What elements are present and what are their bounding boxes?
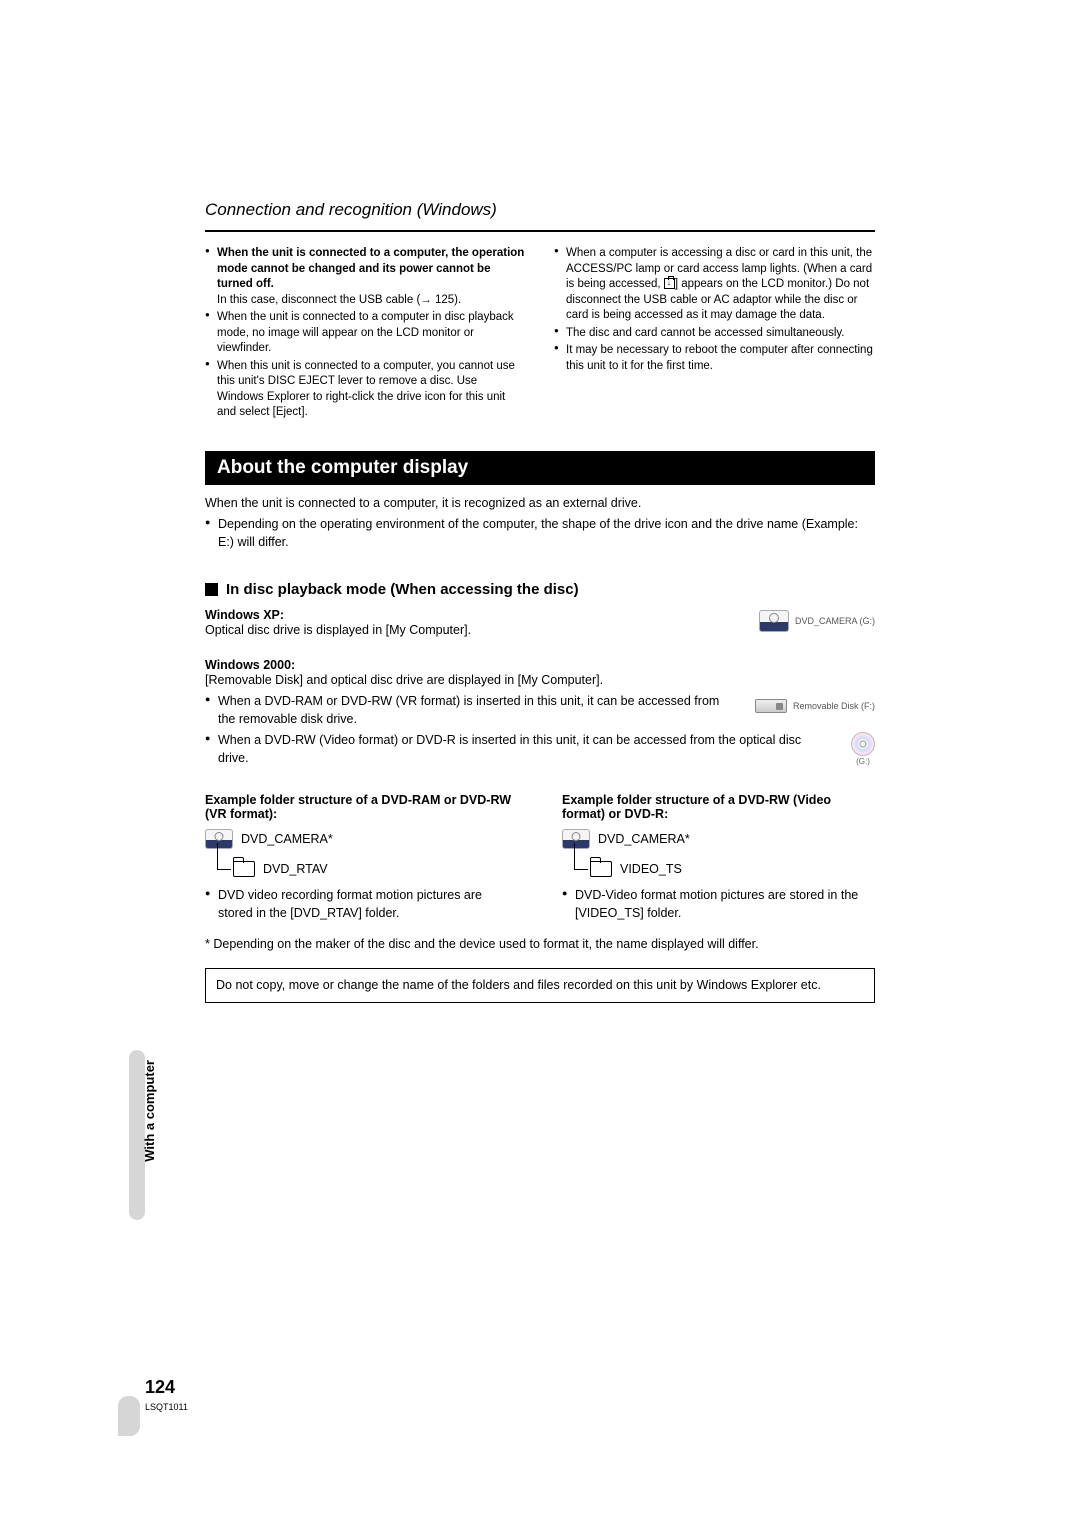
right-bullet-1: When a computer is accessing a disc or c…	[554, 246, 875, 324]
xp-label: Windows XP:	[205, 608, 739, 622]
page-number: 124	[145, 1377, 175, 1398]
top-two-columns: When the unit is connected to a computer…	[205, 246, 875, 423]
cd-icon	[851, 732, 875, 756]
example-1: Example folder structure of a DVD-RAM or…	[205, 793, 518, 922]
section-band: About the computer display	[205, 451, 875, 485]
left-bullet-1-sub: In this case, disconnect the USB cable	[217, 293, 526, 309]
footnote: * Depending on the maker of the disc and…	[205, 936, 875, 954]
w2k-bullet-2: When a DVD-RW (Video format) or DVD-R is…	[205, 732, 831, 767]
band-body-2: Depending on the operating environment o…	[205, 516, 875, 551]
w2k-label: Windows 2000:	[205, 658, 875, 672]
example-2-child-label: VIDEO_TS	[620, 862, 682, 876]
w2k-removable-graphic: Removable Disk (F:)	[755, 699, 875, 713]
example-2-title: Example folder structure of a DVD-RW (Vi…	[562, 793, 875, 821]
example-1-root: DVD_CAMERA*	[205, 829, 518, 849]
corner-tab	[118, 1396, 140, 1436]
subheading: In disc playback mode (When accessing th…	[205, 581, 875, 598]
band-body-1: When the unit is connected to a computer…	[205, 495, 875, 513]
example-1-bullet: DVD video recording format motion pictur…	[205, 887, 518, 922]
left-bullet-1: When the unit is connected to a computer…	[205, 246, 526, 308]
page-code: LSQT1011	[145, 1402, 188, 1412]
subheading-text: In disc playback mode (When accessing th…	[226, 581, 579, 598]
side-tab-text: With a computer	[142, 1060, 157, 1162]
folder-icon	[233, 861, 255, 877]
example-2: Example folder structure of a DVD-RW (Vi…	[562, 793, 875, 922]
right-bullet-3: It may be necessary to reboot the comput…	[554, 343, 875, 374]
examples-row: Example folder structure of a DVD-RAM or…	[205, 793, 875, 922]
left-bullet-1-bold: When the unit is connected to a computer…	[217, 247, 524, 290]
disc-drive-icon	[759, 610, 789, 632]
w2k-drive-label: Removable Disk (F:)	[793, 701, 875, 711]
left-column: When the unit is connected to a computer…	[205, 246, 526, 423]
windows-xp-block: Windows XP: Optical disc drive is displa…	[205, 604, 875, 644]
page: Connection and recognition (Windows) Whe…	[0, 0, 1080, 1063]
note-box: Do not copy, move or change the name of …	[205, 968, 875, 1004]
example-2-tree: DVD_CAMERA* VIDEO_TS	[562, 829, 875, 877]
xp-drive-label: DVD_CAMERA (G:)	[795, 616, 875, 626]
left-bullet-3: When this unit is connected to a compute…	[205, 359, 526, 421]
w2k-bullet-1: When a DVD-RAM or DVD-RW (VR format) is …	[205, 693, 735, 728]
xp-text: Optical disc drive is displayed in [My C…	[205, 622, 739, 640]
example-1-tree: DVD_CAMERA* DVD_RTAV	[205, 829, 518, 877]
xp-drive-graphic: DVD_CAMERA (G:)	[759, 610, 875, 632]
w2k-text1: [Removable Disk] and optical disc drive …	[205, 672, 875, 690]
example-1-child-label: DVD_RTAV	[263, 862, 328, 876]
example-2-bullet: DVD-Video format motion pictures are sto…	[562, 887, 875, 922]
example-2-root-label: DVD_CAMERA*	[598, 832, 690, 846]
right-column: When a computer is accessing a disc or c…	[554, 246, 875, 423]
left-bullet-list: When the unit is connected to a computer…	[205, 246, 526, 421]
windows-2000-block: Windows 2000: [Removable Disk] and optic…	[205, 658, 875, 772]
removable-disk-icon	[755, 699, 787, 713]
example-1-child: DVD_RTAV	[233, 851, 518, 877]
example-1-title: Example folder structure of a DVD-RAM or…	[205, 793, 518, 821]
section-title: Connection and recognition (Windows)	[205, 200, 875, 220]
example-1-root-label: DVD_CAMERA*	[241, 832, 333, 846]
folder-icon	[590, 861, 612, 877]
side-tab: With a computer	[120, 1050, 154, 1220]
card-access-icon	[664, 278, 675, 289]
w2k-cd-label: (G:)	[851, 757, 875, 766]
example-2-root: DVD_CAMERA*	[562, 829, 875, 849]
right-bullet-2: The disc and card cannot be accessed sim…	[554, 326, 875, 342]
arrow-ref	[413, 294, 461, 306]
example-2-child: VIDEO_TS	[590, 851, 875, 877]
right-bullet-list: When a computer is accessing a disc or c…	[554, 246, 875, 374]
horizontal-rule	[205, 230, 875, 232]
w2k-cd-graphic: (G:)	[851, 732, 875, 766]
left-bullet-2: When the unit is connected to a computer…	[205, 310, 526, 357]
